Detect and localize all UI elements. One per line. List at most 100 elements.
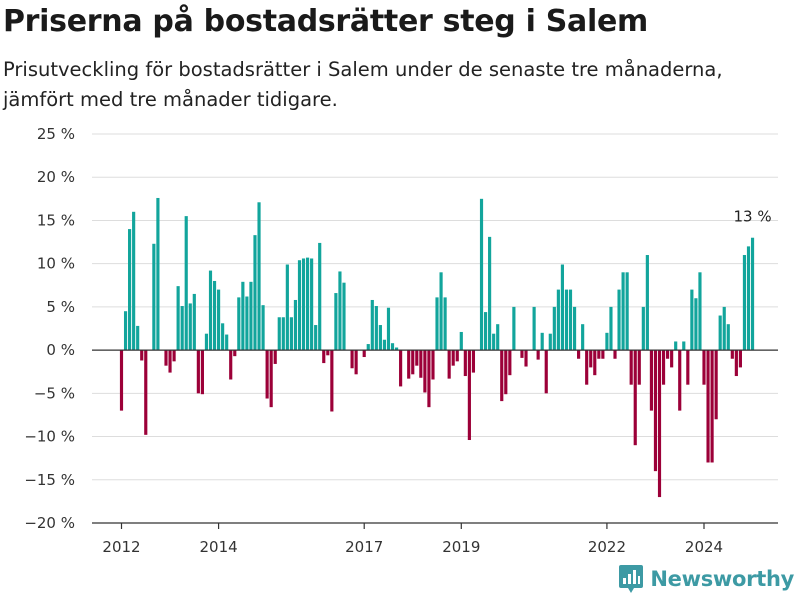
bar [601,350,605,359]
bar [192,293,196,351]
bar [212,280,217,351]
bar [500,350,504,402]
bar [370,299,374,351]
bar [164,350,168,366]
y-tick-label: 5 % [46,298,75,316]
bar [330,350,334,412]
bar [386,307,391,351]
bar [617,289,621,351]
bar [645,255,649,351]
bar [399,350,403,387]
bar [354,350,358,375]
bar [431,350,435,380]
bar [742,255,747,351]
bar [447,350,451,379]
bar [726,324,730,351]
bar [144,350,148,435]
y-axis-labels: −20 % −15 % −10 % −5 % 0 % 5 % 10 % 15 % 20 % 25 … [24,125,75,532]
y-tick-label: −5 % [34,384,75,402]
y-tick-label: −15 % [24,471,75,489]
bar [407,350,411,379]
last-value-annotation: 13 % [733,208,771,226]
bar [637,350,641,385]
bar [451,350,455,366]
newsworthy-logo-icon [619,565,644,593]
bar [233,350,237,357]
bar [710,350,714,463]
bar [374,306,378,351]
bar [666,350,670,359]
bar [318,242,322,351]
bar [463,350,467,377]
bar [605,332,609,351]
bar [273,350,277,364]
bar [293,299,298,351]
bar [629,350,633,385]
bar [698,272,702,351]
bar [589,350,593,368]
bar [734,350,738,377]
bar [253,235,257,351]
bar [439,272,443,351]
bar [496,324,500,351]
bar [702,350,706,385]
x-tick-label: 2019 [442,538,480,556]
bar [674,341,678,351]
bar [435,297,439,351]
bar [488,236,492,351]
newsworthy-brand[interactable]: Newsworthy [618,564,794,594]
bar [492,333,496,351]
bar [483,312,488,351]
bar [204,333,209,351]
bar [200,350,204,395]
bar [621,272,625,351]
bar [390,343,395,351]
y-tick-label: −20 % [24,514,75,532]
x-axis-ticks: 2012 2014 2017 2019 2022 2024 [102,523,723,556]
chart-title: Priserna på bostadsrätter steg i Salem [3,4,648,39]
bar [678,350,682,411]
brand-name: Newsworthy [650,567,794,591]
bar [314,325,318,351]
bar [241,281,245,351]
x-tick-label: 2022 [588,538,626,556]
bar [382,339,387,351]
bar [277,317,281,351]
bar [306,257,310,351]
bar [552,306,556,351]
x-tick-label: 2024 [685,538,723,556]
bars [119,197,755,498]
bar [581,324,585,351]
bar [609,306,613,351]
bar [479,198,484,351]
bar [411,350,415,375]
bar [572,306,577,351]
bar [443,297,447,351]
bar [261,305,265,351]
bar [746,246,751,351]
bar [281,317,285,351]
bar [350,350,354,369]
bar [593,350,597,376]
bar [322,350,326,364]
bar [152,243,156,351]
bar [633,350,637,446]
bar [196,350,200,394]
bar [176,286,180,351]
bar [653,350,658,472]
chart-subtitle: Prisutveckling för bostadsrätter i Salem… [3,58,723,111]
bar [217,289,221,351]
bar [585,350,589,385]
bar [427,350,431,408]
bar [297,260,302,351]
bar [180,306,184,351]
bar [119,350,124,411]
bar [310,258,314,351]
bar [459,331,463,351]
bar [722,306,726,351]
bar [334,293,338,351]
bar [208,270,213,351]
bar [694,298,698,351]
bar [730,350,734,359]
